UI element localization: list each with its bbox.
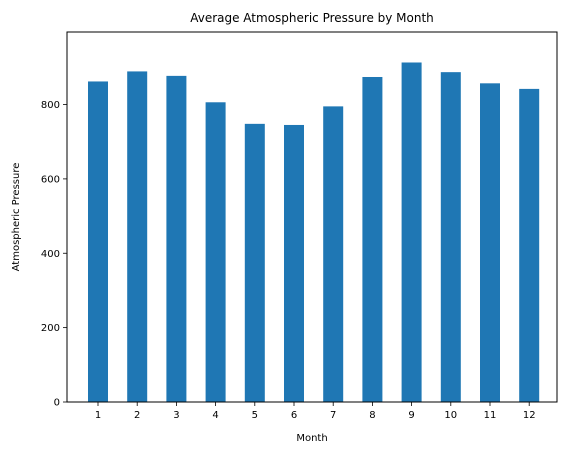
x-tick-label: 4 <box>212 410 218 421</box>
x-tick-label: 11 <box>484 410 497 421</box>
x-tick-label: 2 <box>134 410 140 421</box>
bar-month-2 <box>127 71 148 402</box>
bar-month-3 <box>166 75 187 402</box>
plot-frame <box>66 31 558 403</box>
x-tick-label: 10 <box>444 410 457 421</box>
x-axis-label: Month <box>296 433 327 444</box>
y-tick-label: 400 <box>41 249 60 260</box>
y-tick-label: 200 <box>41 323 60 334</box>
bar-month-9 <box>401 62 422 402</box>
x-tick-label: 1 <box>95 410 101 421</box>
x-tick-label: 9 <box>408 410 414 421</box>
y-axis-ticks: 0 200 400 600 800 <box>41 100 67 409</box>
bars-group <box>88 62 540 403</box>
bar-month-1 <box>88 81 108 403</box>
bar-month-7 <box>323 106 344 402</box>
y-tick-label: 0 <box>54 398 60 409</box>
bar-month-5 <box>244 123 265 402</box>
bar-month-11 <box>480 83 500 402</box>
x-tick-label: 3 <box>173 410 179 421</box>
x-tick-label: 7 <box>330 410 336 421</box>
bar-month-4 <box>205 102 226 403</box>
x-tick-label: 5 <box>252 410 258 421</box>
x-tick-label: 12 <box>523 410 536 421</box>
chart-title: Average Atmospheric Pressure by Month <box>190 11 434 25</box>
x-tick-label: 8 <box>369 410 375 421</box>
bar-month-10 <box>440 72 461 403</box>
x-tick-label: 6 <box>291 410 297 421</box>
y-axis-label: Atmospheric Pressure <box>11 163 22 272</box>
y-tick-label: 800 <box>41 100 60 111</box>
bar-month-8 <box>362 76 383 403</box>
y-tick-label: 600 <box>41 174 60 185</box>
bar-month-12 <box>519 88 540 402</box>
bar-month-6 <box>284 124 304 403</box>
x-axis-ticks: 1 2 3 4 5 6 7 8 9 10 11 12 <box>95 402 536 421</box>
